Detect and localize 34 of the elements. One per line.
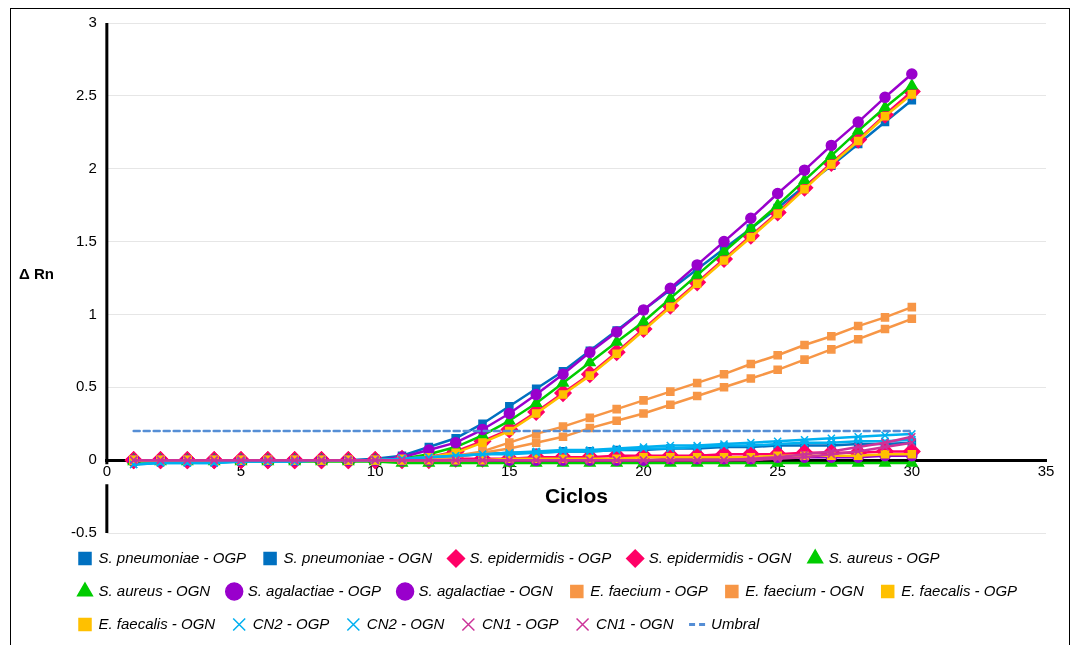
x-tick-label: 35 — [1037, 462, 1055, 480]
y-axis-title: Δ Rn — [19, 265, 54, 283]
y-tick-label: 1.5 — [75, 231, 97, 249]
y-tick-label: 3 — [88, 13, 97, 31]
x-tick-label: 25 — [769, 462, 787, 480]
y-tick-label: 2 — [88, 158, 97, 176]
y-tick-label: 0.5 — [75, 377, 97, 395]
x-tick-label: 0 — [102, 462, 112, 480]
y-tick-label: 1 — [88, 304, 97, 322]
x-tick-label: 15 — [501, 462, 518, 480]
legend-label: CN1 - OGP — [481, 614, 559, 632]
legend-label: CN1 - OGN — [596, 614, 674, 632]
legend-label: Umbral — [711, 614, 761, 632]
x-tick-label: 20 — [635, 462, 652, 480]
legend-label: E. faecium - OGN — [745, 581, 864, 599]
x-tick-label: 30 — [903, 462, 921, 480]
legend-label: S. aureus - OGN — [98, 581, 211, 599]
legend-label: CN2 - OGP — [252, 614, 330, 632]
legend-label: S. agalactiae - OGP — [247, 581, 382, 599]
legend-label: S. pneumoniae - OGP — [98, 548, 247, 566]
x-tick-label: 10 — [366, 462, 384, 480]
legend-label: E. faecium - OGP — [590, 581, 708, 599]
y-tick-label: -0.5 — [70, 523, 97, 541]
legend-label: S. aureus - OGP — [828, 548, 940, 566]
legend-label: S. epidermidis - OGN — [648, 548, 792, 566]
x-axis-title: Ciclos — [544, 483, 608, 507]
legend-label: S. pneumoniae - OGN — [283, 548, 433, 566]
legend-label: E. faecalis - OGP — [901, 581, 1018, 599]
legend-label: S. epidermidis - OGP — [469, 548, 612, 566]
y-tick-label: 0 — [88, 450, 97, 468]
legend-label: E. faecalis - OGN — [98, 614, 216, 632]
legend-label: S. agalactiae - OGN — [418, 581, 553, 599]
legend-label: CN2 - OGN — [366, 614, 445, 632]
y-tick-label: 2.5 — [75, 86, 97, 103]
